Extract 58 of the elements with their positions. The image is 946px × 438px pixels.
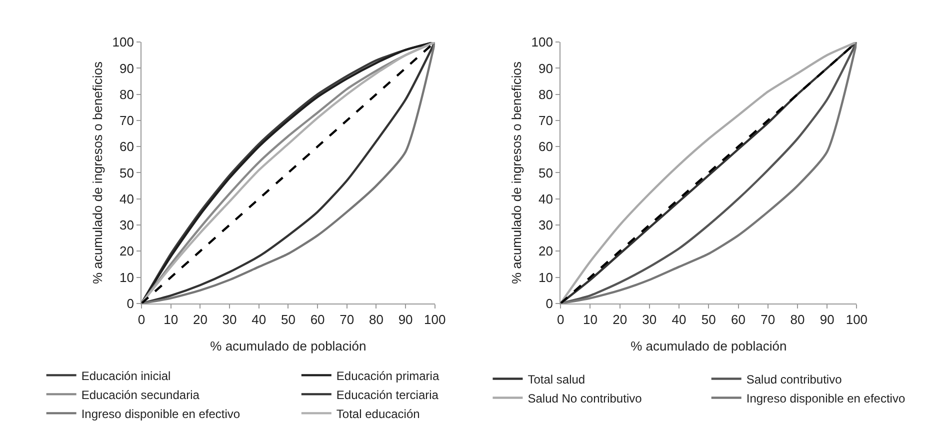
x-tick-label: 90 xyxy=(820,312,834,327)
legend-label: Total educación xyxy=(336,406,420,421)
legend-label: Educación primaria xyxy=(336,368,440,383)
y-tick-label: 100 xyxy=(112,34,134,50)
x-tick-label: 70 xyxy=(340,312,354,327)
y-tick-label: 50 xyxy=(119,165,134,180)
y-tick-label: 90 xyxy=(538,60,553,76)
y-axis-title: % acumulado de ingresos o beneficios xyxy=(90,60,106,284)
legend-label: Total salud xyxy=(528,372,586,386)
y-tick-label: 50 xyxy=(538,165,553,180)
y-tick-label: 30 xyxy=(119,218,134,233)
y-tick-label: 10 xyxy=(538,270,553,285)
x-tick-label: 30 xyxy=(222,312,237,327)
y-tick-label: 40 xyxy=(119,191,134,206)
legend-label: Ingreso disponible en efectivo xyxy=(81,406,240,421)
y-tick-label: 100 xyxy=(531,34,553,50)
y-tick-label: 20 xyxy=(119,244,134,259)
x-tick-label: 50 xyxy=(701,312,716,327)
y-tick-label: 70 xyxy=(119,113,134,128)
y-tick-label: 30 xyxy=(538,218,553,233)
y-tick-label: 20 xyxy=(538,244,553,259)
y-tick-label: 80 xyxy=(119,86,134,102)
x-tick-label: 20 xyxy=(612,312,628,327)
y-tick-label: 60 xyxy=(119,139,134,154)
x-tick-label: 100 xyxy=(424,312,446,327)
x-tick-label: 10 xyxy=(164,312,178,327)
x-tick-label: 80 xyxy=(368,312,384,327)
y-tick-label: 0 xyxy=(126,296,134,311)
x-tick-label: 80 xyxy=(790,312,805,327)
legend-label: Educación inicial xyxy=(81,368,171,383)
x-tick-label: 0 xyxy=(556,312,564,327)
legend-label: Salud No contributivo xyxy=(528,391,642,406)
y-tick-label: 70 xyxy=(538,113,553,128)
x-tick-label: 100 xyxy=(846,312,868,327)
y-tick-label: 10 xyxy=(119,270,134,285)
x-tick-label: 60 xyxy=(310,312,325,327)
legend-label: Salud contributivo xyxy=(746,372,842,386)
y-tick-label: 0 xyxy=(546,296,553,311)
y-tick-label: 40 xyxy=(538,191,553,206)
x-tick-label: 10 xyxy=(582,312,598,327)
y-tick-label: 60 xyxy=(538,139,553,154)
x-tick-label: 40 xyxy=(672,312,686,327)
x-tick-label: 60 xyxy=(731,312,746,327)
x-tick-label: 40 xyxy=(252,312,266,327)
x-axis-title: % acumulado de población xyxy=(630,338,787,354)
x-tick-label: 50 xyxy=(280,312,296,327)
y-axis-title: % acumulado de ingresos o beneficios xyxy=(509,60,524,284)
x-axis-title: % acumulado de población xyxy=(210,338,366,354)
y-tick-label: 90 xyxy=(119,60,134,76)
x-tick-label: 0 xyxy=(138,312,146,327)
y-tick-label: 80 xyxy=(538,86,553,102)
legend-label: Ingreso disponible en efectivo xyxy=(746,391,906,406)
legend-label: Educación terciaria xyxy=(336,388,439,402)
x-tick-label: 20 xyxy=(192,312,208,327)
x-tick-label: 30 xyxy=(642,312,657,327)
x-tick-label: 90 xyxy=(398,312,413,327)
x-tick-label: 70 xyxy=(760,312,776,327)
legend-label: Educación secundaria xyxy=(81,388,200,402)
